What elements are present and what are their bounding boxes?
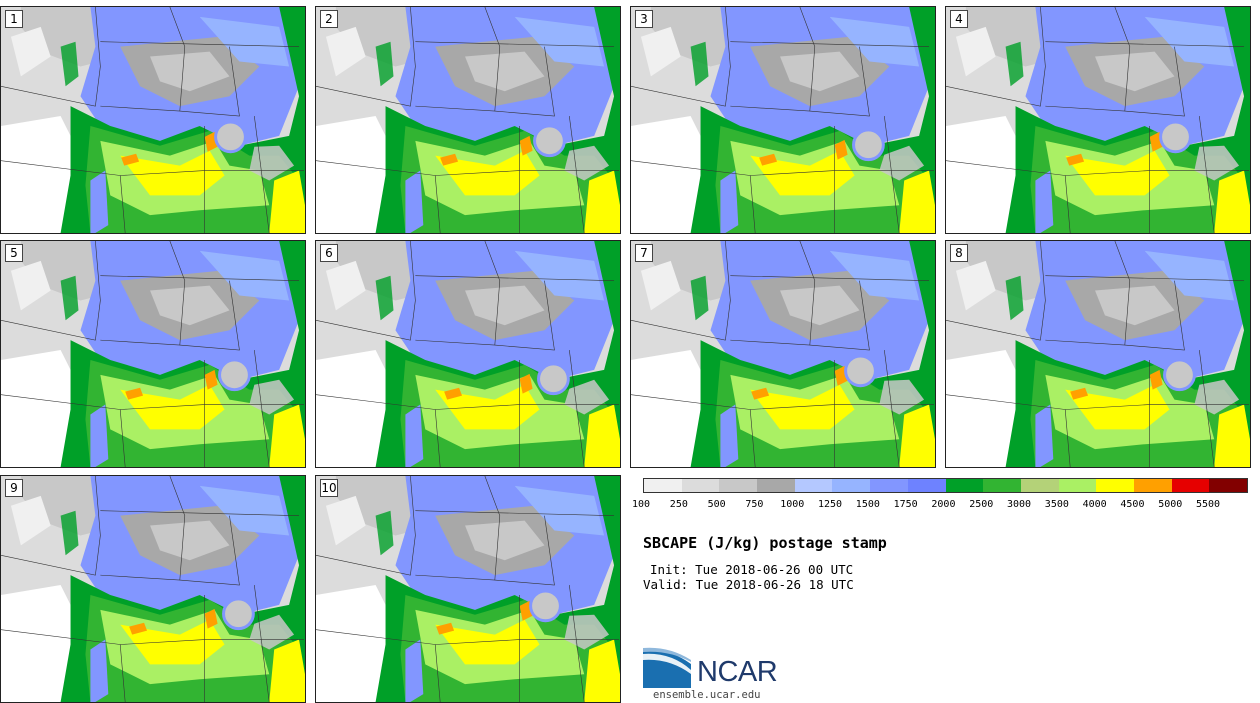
legend-swatch [945, 479, 984, 492]
sbcape-map [316, 476, 620, 702]
legend-tick-labels: 100 250 500 750 1000 1250 1500 1750 2000 2500 3000… [628, 499, 1248, 513]
map-panel: 4 [945, 6, 1251, 234]
legend-swatch [757, 479, 795, 492]
sbcape-map [316, 241, 620, 467]
legend-swatch [1171, 479, 1210, 492]
legend-tick: 500 [707, 499, 726, 510]
sbcape-map [1, 7, 305, 233]
legend-tick: 2000 [931, 499, 956, 510]
legend-tick: 750 [745, 499, 764, 510]
legend-tick: 5500 [1196, 499, 1221, 510]
map-panel: 2 [315, 6, 621, 234]
valid-time: Valid: Tue 2018-06-26 18 UTC [643, 577, 854, 592]
map-panel: 10 [315, 475, 621, 703]
map-panel: 7 [630, 240, 936, 468]
member-number: 7 [635, 244, 653, 262]
legend-swatch [870, 479, 908, 492]
member-number: 9 [5, 479, 23, 497]
legend-swatch [681, 479, 720, 492]
sbcape-map [1, 476, 305, 702]
member-number: 1 [5, 10, 23, 28]
legend-swatch [1133, 479, 1172, 492]
legend-tick: 250 [669, 499, 688, 510]
sbcape-map [316, 7, 620, 233]
legend-tick: 2500 [969, 499, 994, 510]
member-number: 4 [950, 10, 968, 28]
map-panel: 3 [630, 6, 936, 234]
map-panel: 5 [0, 240, 306, 468]
logo-text: NCAR [697, 656, 778, 688]
member-number: 10 [320, 479, 338, 497]
legend-swatch [644, 479, 682, 492]
legend-swatch [983, 479, 1021, 492]
legend-tick: 5000 [1158, 499, 1183, 510]
sbcape-map [1, 241, 305, 467]
legend-swatch [1096, 479, 1134, 492]
legend-swatch [1058, 479, 1097, 492]
legend-tick: 1750 [893, 499, 918, 510]
legend-tick: 1500 [855, 499, 880, 510]
sbcape-map [946, 7, 1250, 233]
color-legend [643, 478, 1248, 493]
legend-tick: 1250 [818, 499, 843, 510]
member-number: 3 [635, 10, 653, 28]
sbcape-map [631, 7, 935, 233]
legend-swatch [1020, 479, 1059, 492]
legend-tick: 1000 [780, 499, 805, 510]
map-panel: 9 [0, 475, 306, 703]
sbcape-map [631, 241, 935, 467]
legend-swatch [794, 479, 833, 492]
legend-swatch [907, 479, 946, 492]
map-panel: 6 [315, 240, 621, 468]
site-url: ensemble.ucar.edu [653, 689, 761, 701]
member-number: 6 [320, 244, 338, 262]
legend-swatch [832, 479, 871, 492]
map-panel: 8 [945, 240, 1251, 468]
ncar-logo-icon [643, 647, 691, 688]
map-panel: 1 [0, 6, 306, 234]
init-time: Init: Tue 2018-06-26 00 UTC [650, 562, 854, 577]
legend-tick: 4500 [1120, 499, 1145, 510]
member-number: 5 [5, 244, 23, 262]
legend-swatch [1209, 479, 1247, 492]
legend-tick: 3500 [1044, 499, 1069, 510]
plot-title: SBCAPE (J/kg) postage stamp [643, 534, 887, 552]
legend-tick: 3000 [1007, 499, 1032, 510]
member-number: 2 [320, 10, 338, 28]
sbcape-map [946, 241, 1250, 467]
legend-tick: 4000 [1082, 499, 1107, 510]
legend-tick: 100 [632, 499, 651, 510]
legend-swatch [719, 479, 758, 492]
member-number: 8 [950, 244, 968, 262]
